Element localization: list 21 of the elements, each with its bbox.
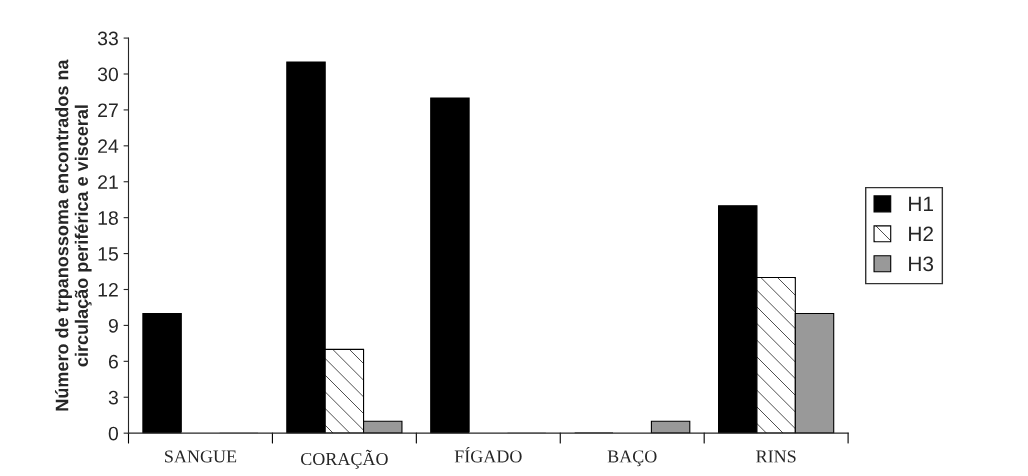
y-tick-label: 18: [98, 211, 118, 225]
legend-label: H2: [909, 226, 933, 242]
y-tick-label: 24: [98, 139, 119, 153]
x-tick-label: RINS: [756, 450, 796, 463]
legend-label: H1: [909, 196, 933, 212]
y-tick-label: 15: [98, 247, 118, 261]
y-tick-label: 9: [108, 318, 118, 333]
x-tick-label: CORAÇÃO: [300, 449, 388, 469]
y-tick-label: 3: [108, 390, 118, 405]
y-tick-label: 33: [97, 31, 118, 46]
y-tick-label: 0: [108, 426, 119, 441]
y-tick-label: 12: [98, 282, 118, 297]
y-tick-label: 27: [98, 103, 118, 117]
x-tick-label: FÍGADO: [454, 446, 522, 463]
y-tick-label: 6: [108, 354, 118, 369]
legend-label: H3: [909, 256, 934, 272]
x-tick-label: BAÇO: [607, 450, 657, 467]
y-tick-label: 21: [98, 175, 118, 189]
x-tick-label: SANGUE: [165, 450, 237, 463]
y-tick-label: 30: [97, 67, 119, 82]
y-axis-title: Número de trpanossoma encontrados na circulação periférica e visceral: [54, 59, 92, 411]
